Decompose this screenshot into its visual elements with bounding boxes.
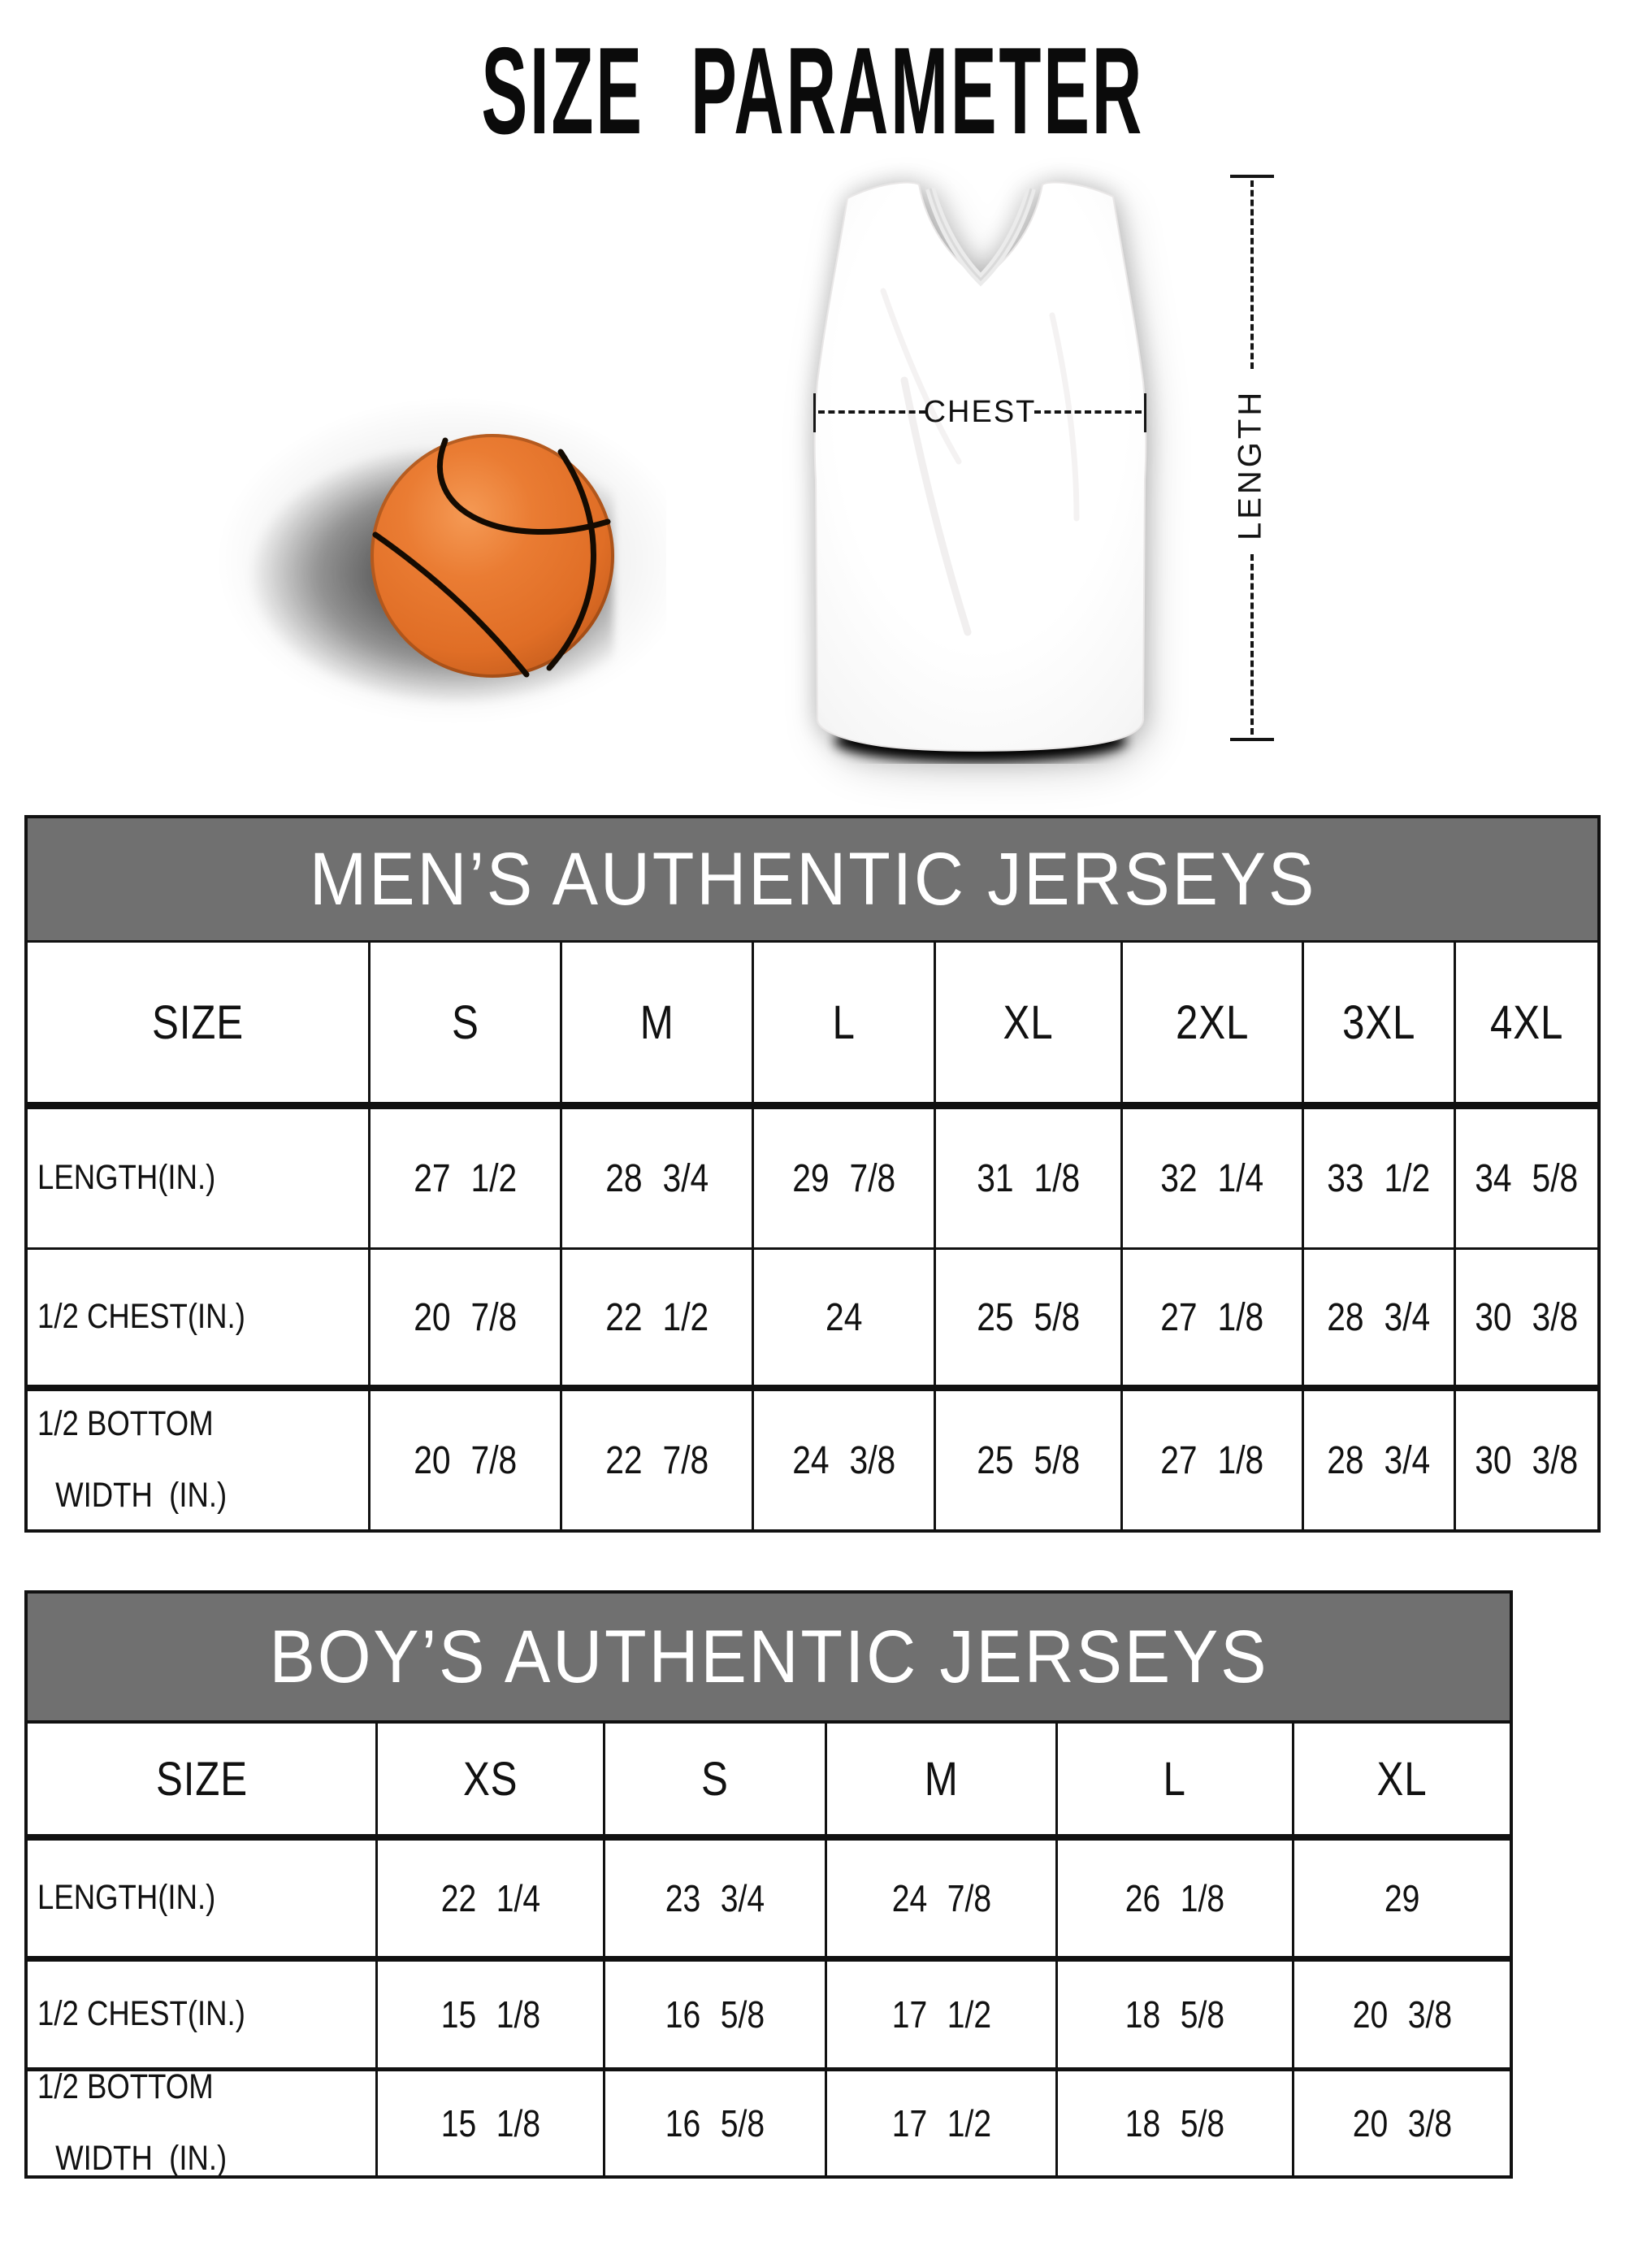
chest-dash-right: [1034, 410, 1142, 414]
mens-bottom-width-row: 1/2 BOTTOM WIDTH (IN.) 20 7/8 22 7/8 24 …: [28, 1385, 1597, 1529]
table-cell: 22 1/4: [375, 1841, 603, 1956]
boys-table-header: BOY’S AUTHENTIC JERSEYS: [28, 1594, 1510, 1720]
table-cell: 16 5/8: [603, 2071, 825, 2175]
mens-table-header: MEN’S AUTHENTIC JERSEYS: [28, 818, 1597, 940]
table-cell: 27 1/8: [1120, 1250, 1302, 1385]
size-row-label: SIZE: [152, 995, 244, 1049]
column-header: S: [368, 943, 560, 1102]
table-cell: 18 5/8: [1055, 1962, 1292, 2067]
column-header: S: [603, 1724, 825, 1834]
column-header: M: [825, 1724, 1055, 1834]
row-label: LENGTH(IN.): [37, 1878, 216, 1918]
boys-chest-row: 1/2 CHEST(IN.) 15 1/8 16 5/8 17 1/2 18 5…: [28, 1956, 1510, 2067]
table-cell: 24: [752, 1250, 934, 1385]
mens-length-row: LENGTH(IN.) 27 1/2 28 3/4 29 7/8 31 1/8 …: [28, 1102, 1597, 1247]
column-header: XL: [1292, 1724, 1510, 1834]
length-tick-top: [1230, 175, 1274, 178]
chest-tick-left: [813, 393, 816, 432]
table-cell: 27 1/8: [1120, 1391, 1302, 1529]
table-cell: 30 3/8: [1454, 1250, 1597, 1385]
table-cell: 20 3/8: [1292, 1962, 1510, 2067]
table-cell: 28 3/4: [1302, 1391, 1454, 1529]
table-cell: 25 5/8: [934, 1391, 1120, 1529]
table-cell: 27 1/2: [368, 1109, 560, 1247]
table-cell: 26 1/8: [1055, 1841, 1292, 1956]
mens-size-table: MEN’S AUTHENTIC JERSEYS SIZE S M L XL 2X…: [24, 815, 1601, 1533]
table-cell: 29: [1292, 1841, 1510, 1956]
table-cell: 34 5/8: [1454, 1109, 1597, 1247]
row-label: 1/2 CHEST(IN.): [37, 1297, 245, 1337]
mens-chest-row: 1/2 CHEST(IN.) 20 7/8 22 1/2 24 25 5/8 2…: [28, 1247, 1597, 1385]
table-cell: 20 7/8: [368, 1391, 560, 1529]
column-header: 2XL: [1120, 943, 1302, 1102]
table-cell: 25 5/8: [934, 1250, 1120, 1385]
length-tick-bottom: [1230, 738, 1274, 741]
table-cell: 32 1/4: [1120, 1109, 1302, 1247]
page-title: SIZE PARAMETER: [0, 29, 1625, 153]
table-cell: 22 7/8: [560, 1391, 752, 1529]
table-cell: 28 3/4: [560, 1109, 752, 1247]
column-header: 4XL: [1454, 943, 1597, 1102]
boys-size-row: SIZE XS S M L XL: [28, 1720, 1510, 1834]
table-cell: 22 1/2: [560, 1250, 752, 1385]
column-header: 3XL: [1302, 943, 1454, 1102]
table-cell: 15 1/8: [375, 2071, 603, 2175]
length-dash-upper: [1250, 180, 1254, 369]
column-header: XL: [934, 943, 1120, 1102]
table-cell: 17 1/2: [825, 2071, 1055, 2175]
table-cell: 24 7/8: [825, 1841, 1055, 1956]
chest-label: CHEST: [923, 395, 1037, 429]
table-cell: 17 1/2: [825, 1962, 1055, 2067]
row-label: 1/2 BOTTOM WIDTH (IN.): [37, 2071, 228, 2175]
column-header: L: [1055, 1724, 1292, 1834]
table-cell: 20 3/8: [1292, 2071, 1510, 2175]
length-label: LENGTH: [1232, 388, 1268, 541]
row-label: 1/2 BOTTOM WIDTH (IN.): [37, 1404, 228, 1515]
column-header: L: [752, 943, 934, 1102]
table-cell: 30 3/8: [1454, 1391, 1597, 1529]
boys-size-table: BOY’S AUTHENTIC JERSEYS SIZE XS S M L XL…: [24, 1590, 1513, 2179]
size-row-label: SIZE: [155, 1752, 248, 1806]
jersey-body: [813, 181, 1147, 752]
table-cell: 31 1/8: [934, 1109, 1120, 1247]
table-cell: 23 3/4: [603, 1841, 825, 1956]
table-cell: 18 5/8: [1055, 2071, 1292, 2175]
mens-size-row: SIZE S M L XL 2XL 3XL 4XL: [28, 940, 1597, 1102]
row-label: LENGTH(IN.): [37, 1158, 216, 1198]
chest-dimension: CHEST: [813, 393, 1146, 432]
jersey-illustration: [813, 181, 1147, 762]
column-header: M: [560, 943, 752, 1102]
table-cell: 16 5/8: [603, 1962, 825, 2067]
table-cell: 28 3/4: [1302, 1250, 1454, 1385]
table-cell: 15 1/8: [375, 1962, 603, 2067]
chest-tick-right: [1144, 393, 1146, 432]
boys-table-header-text: BOY’S AUTHENTIC JERSEYS: [269, 1615, 1268, 1698]
boys-bottom-width-row: 1/2 BOTTOM WIDTH (IN.) 15 1/8 16 5/8 17 …: [28, 2067, 1510, 2175]
boys-length-row: LENGTH(IN.) 22 1/4 23 3/4 24 7/8 26 1/8 …: [28, 1834, 1510, 1956]
column-header: XS: [375, 1724, 603, 1834]
length-dash-lower: [1250, 554, 1254, 735]
table-cell: 20 7/8: [368, 1250, 560, 1385]
basketball-icon: [370, 434, 614, 678]
page-title-text: SIZE PARAMETER: [481, 22, 1144, 160]
chest-dash-left: [818, 410, 925, 414]
row-label: 1/2 CHEST(IN.): [37, 1994, 245, 2034]
table-cell: 24 3/8: [752, 1391, 934, 1529]
table-cell: 33 1/2: [1302, 1109, 1454, 1247]
table-cell: 29 7/8: [752, 1109, 934, 1247]
mens-table-header-text: MEN’S AUTHENTIC JERSEYS: [309, 838, 1316, 921]
